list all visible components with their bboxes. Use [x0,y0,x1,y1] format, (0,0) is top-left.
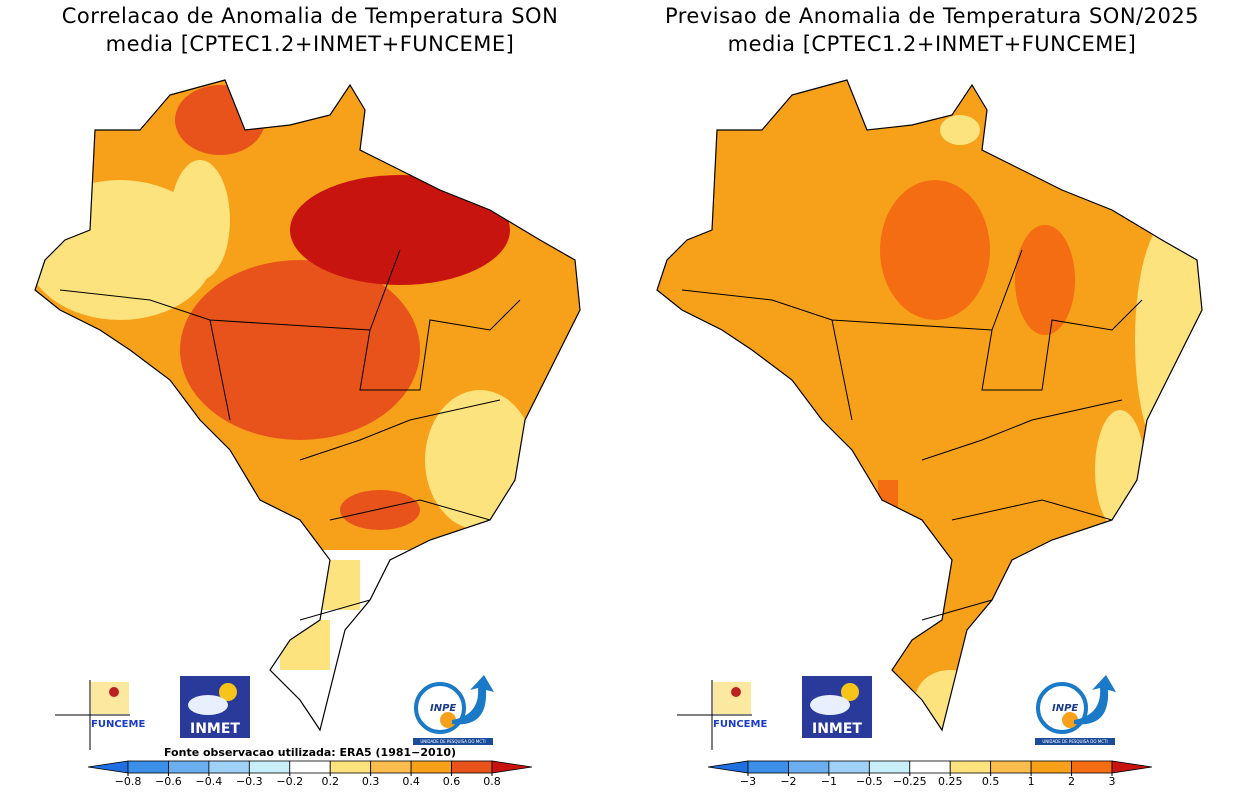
map-region [170,160,230,280]
colorbar-box [1071,760,1113,774]
inpe-label: INPE [1052,703,1078,714]
colorbar-tick-label: −0.8 [115,775,142,788]
map-region [880,180,990,320]
colorbar-box [208,760,250,774]
colorbar-tick-label: −0.4 [196,775,223,788]
colorbar-box [370,760,412,774]
inpe-arrow [452,675,494,725]
map-region [878,480,898,530]
funceme-box [713,682,751,714]
colorbar-tick-label: −0.3 [236,775,263,788]
colorbar-box [410,760,452,774]
funceme-box [91,682,129,714]
colorbar-tick-label: 1 [1028,775,1035,788]
colorbar-box [788,760,830,774]
inpe-ring [414,682,466,734]
inmet-label: INMET [190,721,240,737]
map-region [175,85,265,155]
colorbar-tick-label: −0.6 [155,775,182,788]
colorbar-tick-label: 2 [1068,775,1075,788]
panel-subtitle: media [CPTEC1.2+INMET+FUNCEME] [728,32,1137,56]
inmet-label: INMET [812,721,862,737]
logos-right: FUNCEME INMET INPE UNIDADE DE PESQUISA D… [677,675,1116,750]
funceme-label: FUNCEME [91,719,145,730]
funceme-dot [731,687,741,697]
colorbar-tick-label: 0.4 [402,775,420,788]
colorbar-arrow [707,760,749,774]
colorbar-arrow [87,760,129,774]
colorbar-tick-label: 0.2 [321,775,339,788]
map-region [290,175,510,285]
colorbar-box [329,760,372,774]
map-region [1095,410,1145,530]
panel-title: Previsao de Anomalia de Temperatura SON/… [665,4,1199,28]
state-borders [59,249,521,621]
map-region [180,260,420,440]
colorbar-box [990,760,1032,774]
colorbar-tick-label: −0.2 [276,775,303,788]
inmet-sun [219,683,237,701]
state-borders [681,249,1143,621]
inpe-ring [1036,682,1088,734]
inpe-tagline-box [1035,738,1115,745]
colorbar-tick-label: −1 [821,775,837,788]
colorbar-tick-label: −3 [740,775,756,788]
map-region [1135,220,1202,460]
colorbar-tick-label: 0.25 [938,775,963,788]
map-region [340,490,420,530]
inmet-sun [841,683,859,701]
colorbar-box [451,760,493,774]
colorbar-tick-label: 0.5 [982,775,1000,788]
panel-subtitle: media [CPTEC1.2+INMET+FUNCEME] [106,32,515,56]
colorbar-box [747,760,789,774]
map-right [657,80,1202,730]
colorbar-tick-label: −0.5 [856,775,883,788]
colorbar-box [868,760,911,774]
panel-title: Correlacao de Anomalia de Temperatura SO… [62,4,559,28]
inpe-tagline-box [413,738,493,745]
colorbar-tick-label: 0.3 [362,775,380,788]
colorbar-tick-label: −2 [780,775,796,788]
map-region [300,560,360,610]
colorbar-box [828,760,870,774]
source-note: Fonte observacao utilizada: ERA5 (1981−2… [164,746,456,759]
colorbar-tick-label: 0.8 [483,775,501,788]
colorbar-tick-label: 3 [1109,775,1116,788]
colorbar-box [289,760,331,774]
colorbar-arrow [491,760,533,774]
inpe-label: INPE [430,703,456,714]
colorbar-box [1030,760,1072,774]
inmet-cloud [810,695,850,715]
inpe-tagline: UNIDADE DE PESQUISA DO MCTI [420,739,485,744]
inmet-cloud [188,695,228,715]
colorbar-tick-label: 0.6 [443,775,461,788]
colorbar-box [949,760,992,774]
colorbar-box [248,760,291,774]
funceme-label: FUNCEME [713,719,767,730]
colorbar-arrow [1111,760,1153,774]
inpe-tagline: UNIDADE DE PESQUISA DO MCTI [1042,739,1107,744]
colorbar-box [127,760,169,774]
colorbar-box [909,760,951,774]
inpe-arrow [1074,675,1116,725]
funceme-dot [109,687,119,697]
map-region [280,620,330,670]
logos-left: FUNCEME INMET INPE UNIDADE DE PESQUISA D… [55,675,494,750]
colorbar-tick-label: −0.25 [893,775,927,788]
map-region [940,115,980,145]
colorbar-box [168,760,210,774]
map-region [1015,225,1075,335]
